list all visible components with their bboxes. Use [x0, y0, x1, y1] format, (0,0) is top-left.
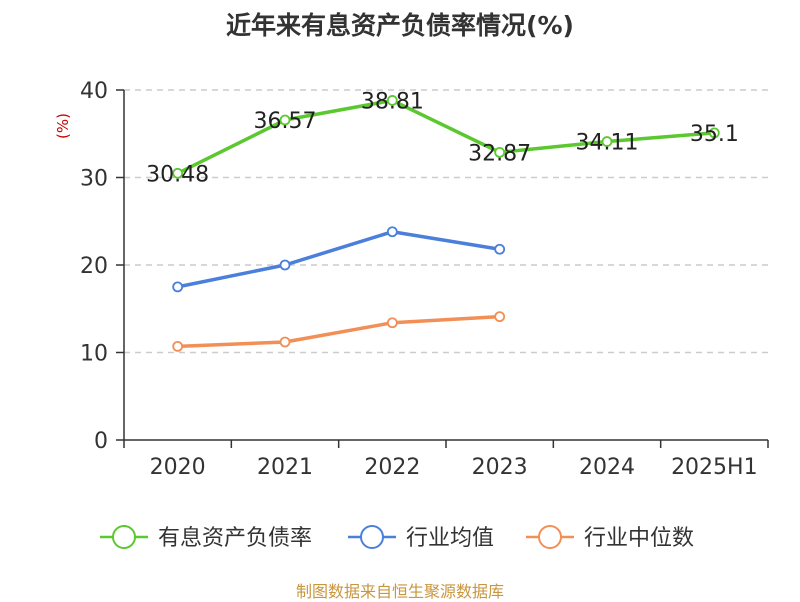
x-tick-label: 2023 — [472, 455, 528, 480]
legend-label: 行业中位数 — [584, 526, 694, 551]
y-tick-label: 20 — [80, 254, 108, 279]
data-point — [386, 317, 398, 329]
data-point — [386, 95, 398, 106]
data-label: 34.11 — [576, 131, 639, 156]
y-axis-label: (%) — [54, 113, 72, 139]
y-tick-label: 40 — [80, 79, 108, 104]
series-line — [176, 98, 715, 175]
x-tick-label: 2025H1 — [671, 455, 758, 480]
legend: 有息资产负债率 行业均值 行业中位数 — [100, 525, 694, 551]
x-tick-label: 2022 — [364, 455, 420, 480]
y-tick-label: 30 — [80, 167, 108, 192]
x-tick-label: 2020 — [150, 455, 206, 480]
data-point — [386, 226, 398, 238]
data-label: 30.48 — [146, 162, 209, 187]
series-line — [177, 314, 500, 349]
data-point — [494, 146, 506, 158]
legend-label: 行业均值 — [406, 526, 494, 551]
data-point — [708, 127, 720, 139]
data-label-layer: 30.48 36.57 38.81 32.87 34.11 35.1 — [146, 89, 739, 187]
y-tick-label: 0 — [94, 429, 108, 454]
data-point — [172, 340, 184, 352]
data-point — [494, 243, 506, 255]
legend-marker — [112, 525, 136, 549]
source-note: 制图数据来自恒生聚源数据库 — [295, 582, 504, 601]
data-point — [601, 136, 613, 147]
legend-marker — [360, 525, 384, 549]
x-tick-label: 2021 — [257, 455, 313, 480]
data-label: 36.57 — [254, 109, 317, 134]
x-tick-label: 2024 — [579, 455, 635, 480]
data-point — [279, 259, 291, 271]
data-label: 35.1 — [690, 122, 739, 147]
series-layer — [172, 95, 720, 352]
legend-label: 有息资产负债率 — [158, 526, 312, 551]
data-label: 32.87 — [468, 141, 531, 166]
series-line — [177, 230, 500, 289]
chart-title: 近年来有息资产负债率情况(%) — [226, 11, 574, 40]
axis-layer: 0 10 20 30 40 2020 2021 2022 2023 2024 2025H1 — [80, 79, 769, 480]
data-label: 38.81 — [361, 89, 424, 114]
data-point — [172, 281, 184, 293]
data-point — [279, 336, 291, 348]
y-tick-label: 10 — [80, 342, 108, 367]
data-point — [172, 167, 184, 179]
grid-layer — [124, 89, 768, 354]
data-point — [494, 311, 506, 323]
data-point — [279, 114, 291, 126]
legend-marker — [538, 525, 562, 549]
